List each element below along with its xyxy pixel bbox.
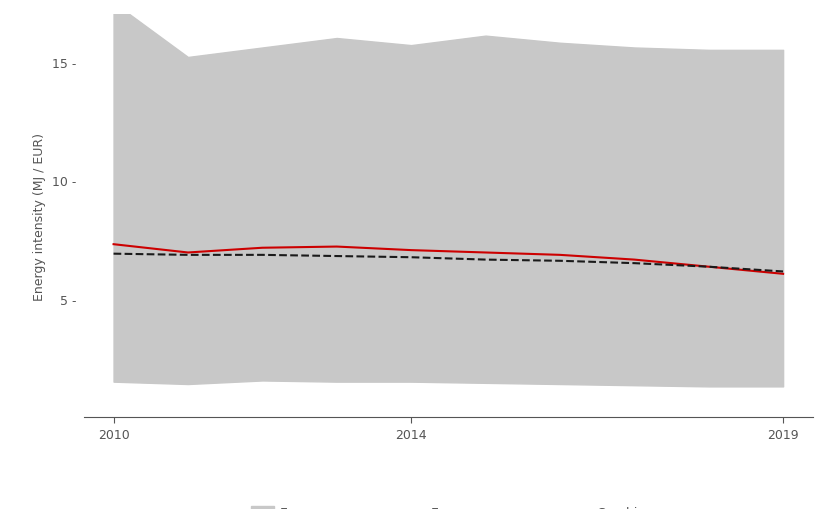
Czechia bbox=[332, 244, 342, 250]
Czechia bbox=[704, 264, 714, 270]
Czechia bbox=[257, 245, 267, 251]
Europe average bbox=[257, 252, 267, 259]
Czechia bbox=[480, 250, 490, 256]
Europe average bbox=[109, 251, 119, 257]
Europe average bbox=[778, 269, 788, 275]
Europe average bbox=[555, 258, 565, 264]
Europe average bbox=[183, 252, 193, 259]
Czechia bbox=[629, 257, 639, 263]
Czechia bbox=[406, 247, 416, 253]
Europe average bbox=[332, 253, 342, 260]
Czechia bbox=[778, 271, 788, 277]
Europe average bbox=[480, 257, 490, 263]
Czechia bbox=[109, 242, 119, 248]
Legend: Europe range, Europe average, Czechia: Europe range, Europe average, Czechia bbox=[246, 501, 650, 509]
Line: Europe average: Europe average bbox=[114, 254, 783, 272]
Line: Czechia: Czechia bbox=[114, 245, 783, 274]
Czechia bbox=[555, 252, 565, 259]
Y-axis label: Energy intensity (MJ / EUR): Energy intensity (MJ / EUR) bbox=[34, 132, 46, 300]
Europe average bbox=[629, 261, 639, 267]
Czechia bbox=[183, 250, 193, 256]
Europe average bbox=[704, 264, 714, 270]
Europe average bbox=[406, 254, 416, 261]
